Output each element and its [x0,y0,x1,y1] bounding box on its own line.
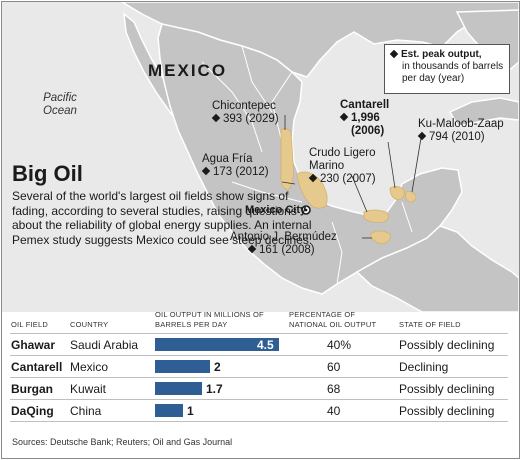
header-oil-field: OIL FIELD [11,320,48,329]
header-percent: PERCENTAGE OF NATIONAL OIL OUTPUT [289,310,377,329]
cell-state: Possibly declining [399,382,495,396]
diamond-icon [389,49,399,59]
cell-state: Declining [399,360,449,374]
cell-oil-field: Burgan [11,382,53,396]
output-bar [155,404,183,417]
diamond-icon [339,113,349,122]
country-label: MEXICO [148,61,228,80]
mexico-mainland [157,23,463,295]
field-value: 393 (2029) [223,113,279,125]
cell-country: Kuwait [70,382,107,396]
output-bar-label: 1.7 [206,382,223,396]
oil-field-crudo-ligero-marino [363,209,389,223]
output-bar [155,360,210,373]
output-bar-label: 1 [187,404,194,418]
page-title: Big Oil [12,161,83,186]
source-note: Sources: Deutsche Bank; Reuters; Oil and… [12,437,233,447]
table-row: Cantarell Mexico 2 60 Declining [2,356,519,378]
field-label-chicontepec: Chicontepec 393 (2029) [211,100,279,126]
cell-percent: 40 [327,404,341,418]
table-divider [10,355,508,356]
field-name: Ku-Maloob-Zaap [418,118,504,130]
field-label-agua-fria: Agua Fría 173 (2012) [201,153,269,179]
oil-field-bermudez [369,230,391,245]
intro-text: Several of the world's largest oil field… [12,189,313,247]
output-bar [155,338,279,351]
oil-field-chicontepec [280,128,294,191]
table-row: DaQing China 1 40 Possibly declining [2,400,519,422]
cell-percent: 68 [327,382,341,396]
legend-subtitle: in thousands of barrels per day (year) [402,61,504,84]
cell-percent: 40% [327,338,352,352]
state-borders [201,45,413,285]
field-name: Crudo Ligero Marino [309,147,376,172]
cell-percent: 60 [327,360,341,374]
legend-title: Est. peak output, [401,49,482,60]
header-output: OIL OUTPUT IN MILLIONS OF BARRELS PER DA… [155,310,264,329]
diamond-icon [201,167,211,176]
field-value: 161 (2008) [259,244,315,256]
table-divider [10,377,508,378]
field-name: Chicontepec [212,100,276,112]
field-label-cantarell: Cantarell 1,996 (2006) [339,99,409,138]
field-name: Cantarell [340,99,390,111]
cell-oil-field: Cantarell [11,360,63,374]
field-name: Agua Fría [202,153,253,165]
header-state: STATE OF FIELD [399,320,461,329]
cuba-land [448,97,519,127]
output-bar-label: 4.5 [257,338,274,352]
field-label-crudo-ligero-marino: Crudo Ligero Marino 230 (2007) [308,147,391,186]
oil-field-ku-maloob-zaap [405,191,417,203]
field-label-ku-maloob-zaap: Ku-Maloob-Zaap 794 (2010) [417,118,504,144]
table-row: Burgan Kuwait 1.7 68 Possibly declining [2,378,519,400]
cell-state: Possibly declining [399,404,495,418]
table-divider [10,333,508,334]
field-name: Antonio J. Bermúdez [230,231,337,243]
header-country: COUNTRY [70,320,109,329]
capital-label: Mexico City [245,204,307,216]
oil-field-areas [280,128,417,245]
diamond-icon [211,114,221,123]
diamond-icon [417,132,427,141]
leader-lines [281,115,423,239]
map-legend: Est. peak output, in thousands of barrel… [384,44,510,94]
table-divider [10,421,508,422]
diamond-icon [308,174,318,183]
cell-oil-field: DaQing [11,404,54,418]
table-row: Ghawar Saudi Arabia 4.5 40% Possibly declini… [2,334,519,356]
cell-country: Mexico [70,360,109,374]
ocean-label: Pacific Ocean [43,92,77,117]
field-value: 230 (2007) [320,173,376,185]
oil-field-cantarell [389,186,405,201]
field-label-bermudez: Antonio J. Bermúdez 161 (2008) [230,231,337,257]
cell-country: China [70,404,102,418]
central-america [355,225,519,312]
field-value: 1,996 (2006) [351,112,385,137]
cell-country: Saudi Arabia [70,338,139,352]
field-value: 794 (2010) [429,131,485,143]
table-divider [10,399,508,400]
cell-state: Possibly declining [399,338,495,352]
cell-oil-field: Ghawar [11,338,56,352]
output-bar-label: 2 [214,360,221,374]
output-bar [155,382,202,395]
field-value: 173 (2012) [213,166,269,178]
